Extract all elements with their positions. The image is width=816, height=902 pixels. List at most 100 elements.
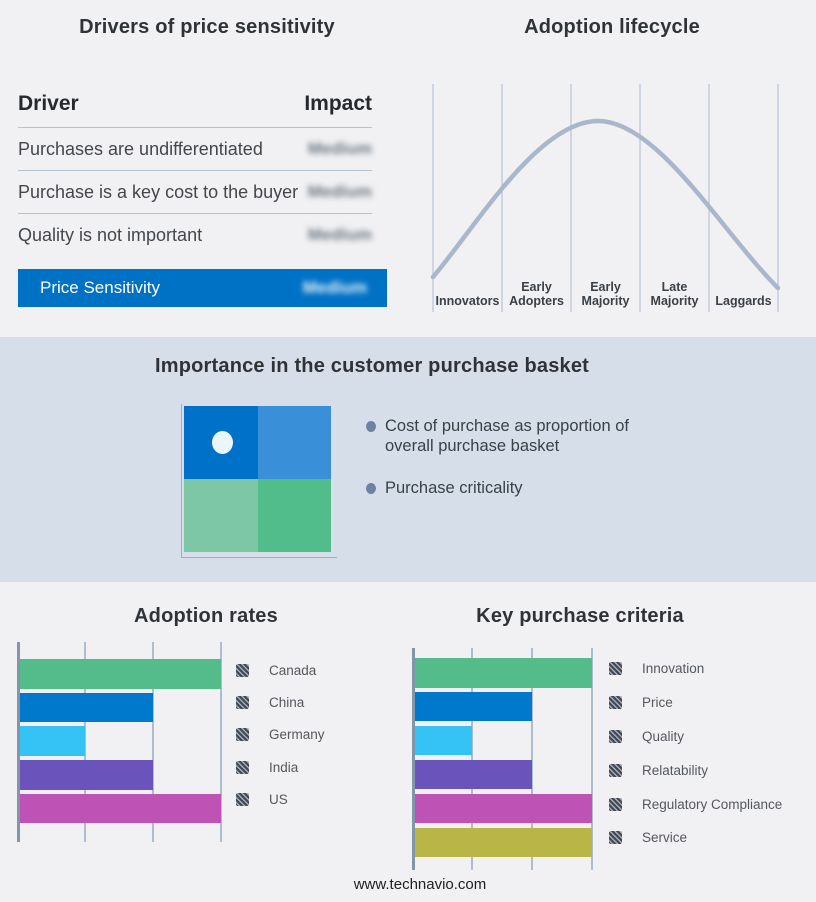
gridline [531,648,533,870]
adoption-rates-chart [17,642,222,842]
adoption-rates-legend: Canada China Germany India US [236,654,325,815]
legend-label: Price [642,695,673,711]
lifecycle-stage-label: Laggards [715,294,772,308]
legend-item: Regulatory Compliance [609,787,782,821]
purchase-basket-band [0,337,816,582]
lifecycle-stage-label: Early Adopters [509,280,564,308]
legend-label: Service [642,830,688,846]
legend-item: Canada [236,654,325,686]
driver-cell: Purchase is a key cost to the buyer [18,181,299,202]
legend-label: India [269,759,299,775]
table-row: Purchase is a key cost to the buyer Medi… [18,171,372,214]
impact-cell-blurred: Medium [307,182,372,201]
legend-label: Relatability [642,762,709,778]
drivers-title: Drivers of price sensitivity [79,16,335,38]
stage-separator-lines [432,84,779,312]
legend-swatch-icon [236,728,249,742]
legend-swatch-icon [236,760,249,774]
bell-curve [430,118,781,291]
key-purchase-criteria-chart [412,648,593,870]
quadrant-cell [257,479,331,552]
legend-swatch-icon [609,797,622,811]
legend-item: US [236,783,325,815]
driver-cell: Quality is not important [18,224,203,245]
key-purchase-criteria-legend: Innovation Price Quality Relatability Regula… [609,652,782,855]
bullet-icon [366,483,376,494]
drivers-table-header: Driver Impact [18,92,372,128]
gridline [220,642,222,842]
table-row: Quality is not important Medium [18,214,372,256]
bar-service [415,827,592,857]
bullet-text: Cost of purchase as proportion of overal… [385,417,629,455]
adoption-rates-title: Adoption rates [134,605,278,627]
price-sensitivity-summary-row: Price Sensitivity Medium [18,269,387,307]
bar-regulatory-compliance [415,793,592,824]
lifecycle-stage-label: Innovators [435,294,500,308]
lifecycle-stage-label: Late Majority [650,280,699,308]
legend-swatch-icon [236,695,249,709]
y-axis [17,642,20,842]
legend-item: Innovation [609,652,782,686]
bar-innovation [415,658,592,688]
bullet-text: Purchase criticality [385,479,523,497]
bar-india [20,760,153,790]
legend-item: Quality [609,720,782,754]
legend-label: US [269,791,288,807]
bar-quality [415,725,472,756]
bar-price [415,691,532,722]
legend-label: Canada [269,662,317,678]
bar-canada [20,659,221,689]
quadrant-cell [257,406,331,479]
drivers-table: Driver Impact Purchases are undifferenti… [18,92,372,256]
legend-label: Germany [269,727,325,743]
legend-item: Price [609,686,782,720]
bar-china [20,692,153,723]
impact-cell-blurred: Medium [307,225,372,244]
quadrant-marker-dot [212,431,233,454]
footer-url: www.technavio.com [353,876,487,893]
bar-us [20,793,221,824]
table-row: Purchases are undifferentiated Medium [18,128,372,171]
legend-label: China [269,694,305,710]
legend-swatch-icon [236,663,249,677]
lifecycle-title: Adoption lifecycle [524,16,700,38]
legend-item: China [236,686,325,718]
key-purchase-criteria-title: Key purchase criteria [476,605,684,627]
bullet-icon [366,421,376,432]
basket-title: Importance in the customer purchase bask… [154,355,590,377]
legend-item: Relatability [609,753,782,787]
adoption-lifecycle-chart [430,84,781,312]
bar-relatability [415,759,532,790]
gridline [591,648,593,870]
list-item: Cost of purchase as proportion of overal… [366,417,656,456]
legend-item: Service [609,821,782,855]
legend-swatch-icon [609,696,622,710]
gridline [471,648,473,870]
gridline [152,642,154,842]
impact-column-header: Impact [304,92,372,115]
legend-swatch-icon [236,792,249,806]
legend-item: India [236,751,325,783]
purchase-basket-quadrant [181,404,337,558]
bar-germany [20,726,85,756]
basket-bullet-list: Cost of purchase as proportion of overal… [366,417,656,522]
lifecycle-stage-label: Early Majority [581,280,630,308]
legend-item: Germany [236,719,325,751]
summary-impact-blurred: Medium [302,278,367,297]
impact-cell-blurred: Medium [307,139,372,158]
lifecycle-stage-labels: Innovators Early Adopters Early Majority La… [433,276,778,308]
quadrant-grid [184,406,331,552]
driver-column-header: Driver [18,92,79,115]
legend-swatch-icon [609,662,622,676]
legend-label: Regulatory Compliance [642,796,783,812]
legend-swatch-icon [609,729,622,743]
legend-swatch-icon [609,831,622,845]
quadrant-cell [184,479,258,552]
y-axis [412,648,415,870]
list-item: Purchase criticality [366,479,656,499]
legend-label: Innovation [642,661,705,677]
legend-swatch-icon [609,763,622,777]
driver-cell: Purchases are undifferentiated [18,138,263,159]
summary-label: Price Sensitivity [40,278,160,297]
